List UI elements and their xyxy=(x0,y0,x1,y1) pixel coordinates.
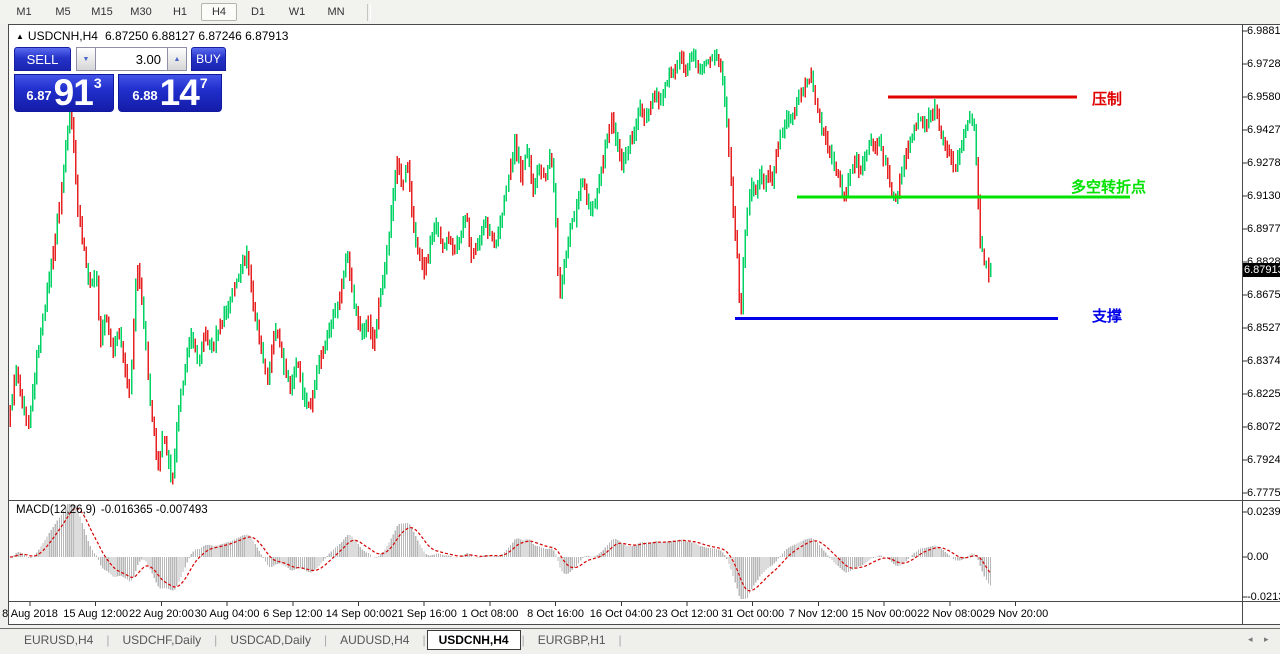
tab-divider: | xyxy=(422,633,426,647)
price-axis-label: 6.83740 xyxy=(1247,354,1280,367)
timeframe-d1[interactable]: D1 xyxy=(250,6,266,18)
support-label[interactable]: 支撑 xyxy=(1092,308,1123,325)
chevron-down-icon: ▼ xyxy=(82,55,90,63)
lot-size-input[interactable] xyxy=(96,47,167,71)
price-axis-label: 6.92785 xyxy=(1247,156,1280,169)
time-axis-label: 22 Aug 20:00 xyxy=(128,608,194,620)
macd-indicator-label: MACD(12,26,9) -0.016365 -0.007493 xyxy=(16,504,208,516)
price-axis-label: 6.91300 xyxy=(1247,189,1280,202)
timeframe-h4[interactable]: H4 xyxy=(201,3,237,21)
time-axis-label: 31 Oct 00:00 xyxy=(721,608,785,620)
chart-ohlc-values: 6.87250 6.88127 6.87246 6.87913 xyxy=(104,29,289,43)
lot-increase-button[interactable]: ▲ xyxy=(167,47,187,71)
price-axis-label: 6.98815 xyxy=(1247,24,1280,37)
time-axis-label: 1 Oct 08:00 xyxy=(461,608,519,620)
time-axis-label: 21 Sep 16:00 xyxy=(391,608,457,620)
time-axis-label: 15 Nov 00:00 xyxy=(851,608,917,620)
sell-price-display[interactable]: 6.87 91 3 xyxy=(14,74,114,112)
time-axis-label: 15 Aug 12:00 xyxy=(63,608,129,620)
lot-decrease-button[interactable]: ▼ xyxy=(76,47,96,71)
timeframe-m30[interactable]: M30 xyxy=(130,6,152,18)
sell-price-main: 91 xyxy=(53,72,94,113)
time-axis-label: 14 Sep 00:00 xyxy=(325,608,392,620)
macd-axis-label: 0.00 xyxy=(1247,551,1269,563)
timeframe-w1[interactable]: W1 xyxy=(288,6,306,18)
chart-tab-eurusd-h4[interactable]: EURUSD,H4 xyxy=(24,633,94,647)
trade-controls-row: SELL ▼ ▲ BUY xyxy=(14,47,226,71)
macd-axis-label: -0.02137 xyxy=(1247,591,1280,604)
timeframe-buttons: M1 M5 M15 M30 H1 H4 D1 W1 MN xyxy=(6,3,357,21)
buy-price-main: 14 xyxy=(159,72,200,113)
tab-divider: | xyxy=(106,633,110,647)
chart-tab-usdchf-daily[interactable]: USDCHF,Daily xyxy=(122,633,202,647)
chevron-up-icon: ▲ xyxy=(173,55,181,63)
chart-tab-audusd-h4[interactable]: AUDUSD,H4 xyxy=(340,633,410,647)
price-axis-label: 6.77755 xyxy=(1247,486,1280,499)
price-axis-label: 6.86755 xyxy=(1247,288,1280,301)
timeframe-mn[interactable]: MN xyxy=(327,6,345,18)
buy-button[interactable]: BUY xyxy=(191,47,226,71)
candlesticks xyxy=(9,48,992,485)
chart-tab-usdcad-daily[interactable]: USDCAD,Daily xyxy=(230,633,311,647)
price-axis-label: 6.85270 xyxy=(1247,321,1280,334)
timeframe-m1[interactable]: M1 xyxy=(16,6,32,18)
timeframe-m5[interactable]: M5 xyxy=(55,6,71,18)
current-price-badge: 6.87913 xyxy=(1243,263,1280,278)
buy-price-prefix: 6.88 xyxy=(132,88,158,103)
price-axis-label: 6.79240 xyxy=(1247,453,1280,466)
collapse-triangle-icon[interactable]: ▲ xyxy=(16,32,24,41)
tab-divider: | xyxy=(214,633,218,647)
timeframe-h1[interactable]: H1 xyxy=(172,6,188,18)
time-axis-label: 22 Nov 08:00 xyxy=(917,608,983,620)
resistance-label[interactable]: 压制 xyxy=(1092,91,1123,108)
price-axis-label: 6.82255 xyxy=(1247,387,1280,400)
chart-tab-usdcnh-h4[interactable]: USDCNH,H4 xyxy=(426,630,521,650)
price-axis-label: 6.97285 xyxy=(1247,57,1280,70)
chart-tab-eurgbp-h1[interactable]: EURGBP,H1 xyxy=(537,633,606,647)
tab-divider: | xyxy=(521,633,525,647)
price-axis-label: 6.89770 xyxy=(1247,222,1280,235)
macd-values: -0.016365 -0.007493 xyxy=(100,504,208,516)
buy-price-pip: 7 xyxy=(199,75,208,91)
chart-title: ▲ USDCNH,H4 6.87250 6.88127 6.87246 6.8791… xyxy=(16,29,288,43)
time-axis-label: 29 Nov 20:00 xyxy=(982,608,1049,620)
price-axis-label: 6.95800 xyxy=(1247,90,1280,103)
price-axis-label: 6.94270 xyxy=(1247,123,1280,136)
sell-price-pip: 3 xyxy=(93,75,102,91)
tab-divider: | xyxy=(323,633,328,647)
time-axis-label: 16 Oct 04:00 xyxy=(589,608,653,620)
macd-axis-label: 0.02398 xyxy=(1247,506,1280,518)
time-axis-label: 23 Oct 12:00 xyxy=(655,608,719,620)
chart-tab-bar: EURUSD,H4 | USDCHF,Daily | USDCAD,Daily | AUDU… xyxy=(0,628,1280,651)
time-axis-label: 6 Sep 12:00 xyxy=(263,608,323,620)
sell-price-prefix: 6.87 xyxy=(26,88,52,103)
timeframe-toolbar: M1 M5 M15 M30 H1 H4 D1 W1 MN xyxy=(0,0,1280,24)
chart-symbol-label: USDCNH,H4 xyxy=(27,29,98,43)
time-axis-label: 30 Aug 04:00 xyxy=(194,608,260,620)
time-axis-label: 8 Oct 16:00 xyxy=(527,608,585,620)
toolbar-separator xyxy=(367,3,371,21)
macd-signal-line xyxy=(9,507,992,592)
timeframe-m15[interactable]: M15 xyxy=(91,6,113,18)
price-axis-label: 6.80725 xyxy=(1247,420,1280,433)
trade-quotes-row: 6.87 91 3 6.88 14 7 xyxy=(14,74,226,112)
sell-button[interactable]: SELL xyxy=(14,47,71,71)
pivot-label[interactable]: 多空转折点 xyxy=(1071,179,1147,196)
macd-name: MACD(12,26,9) xyxy=(16,504,96,516)
chart-tabs-scroll-right[interactable]: ▸ xyxy=(1264,634,1269,644)
buy-price-display[interactable]: 6.88 14 7 xyxy=(118,74,222,112)
chart-tabs-scroll-left[interactable]: ◂ xyxy=(1248,634,1253,644)
time-axis-label: 8 Aug 2018 xyxy=(2,608,58,620)
time-axis-label: 7 Nov 12:00 xyxy=(788,608,849,620)
tab-divider: | xyxy=(618,633,622,647)
